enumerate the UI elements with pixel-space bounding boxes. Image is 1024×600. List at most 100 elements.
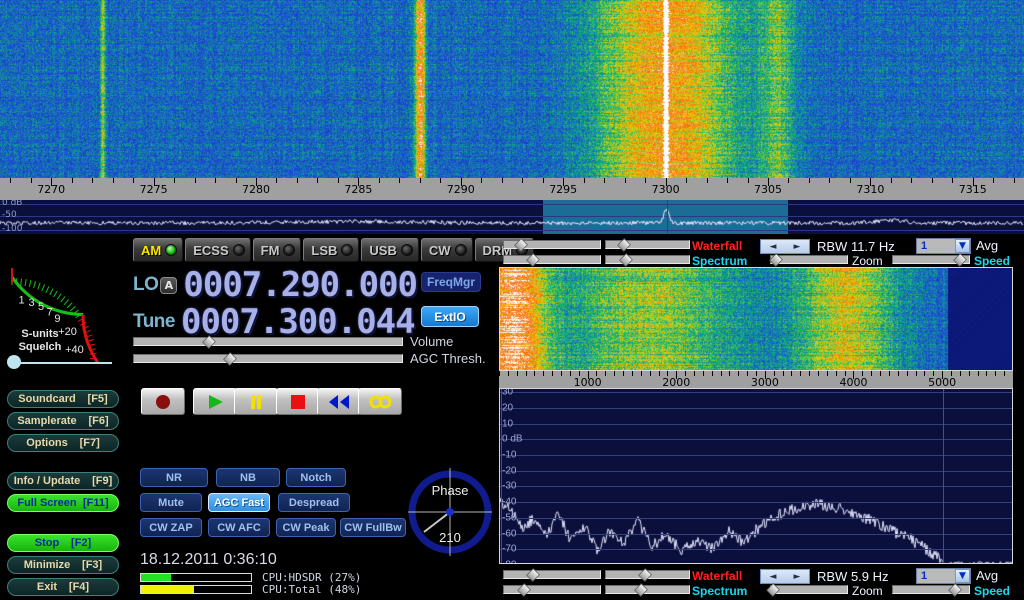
top-zoom-label: Zoom (852, 254, 883, 268)
led-indicator-icon (400, 244, 413, 256)
cutoff-marker (943, 389, 945, 563)
spectrum-ytick-label: -50 (502, 512, 517, 524)
bottom-speed-slider[interactable] (892, 583, 970, 597)
agc-threshold-label: AGC Thresh. (410, 351, 486, 366)
phase-scope: Phase 210 (408, 468, 492, 556)
spectrum-ytick-label: 30 (502, 388, 514, 398)
mode-button-fm[interactable]: FM (252, 238, 302, 262)
top-zoom-slider[interactable] (768, 253, 848, 267)
bottom-waterfall-contrast-slider[interactable] (503, 568, 601, 582)
cpu-hdsdr-label: CPU:HDSDR (27%) (262, 571, 362, 584)
record-button[interactable] (141, 388, 185, 415)
audio-spectrum[interactable]: 30 20 10 0 dB -10 -20 -30 -40 -50 -60 -70 -80 (499, 388, 1013, 564)
button-shortcut: [F5] (87, 393, 108, 405)
freq-manager-button[interactable]: FreqMgr (421, 272, 481, 292)
top-rbw-decrease[interactable]: ◄ (769, 241, 777, 252)
mode-label: FM (260, 242, 280, 258)
button-shortcut: [F6] (88, 415, 109, 427)
mode-button-ecss[interactable]: ECSS (185, 238, 251, 262)
led-indicator-icon (165, 244, 178, 256)
clock-display: 18.12.2011 0:36:10 (140, 551, 277, 568)
button-info-update[interactable]: Info / Update [F9] (7, 472, 119, 490)
top-rbw-stepper[interactable]: ◄ ► (760, 239, 810, 254)
mode-button-usb[interactable]: USB (361, 238, 419, 262)
extio-button[interactable]: ExtIO (421, 306, 479, 327)
rewind-button[interactable] (317, 388, 361, 415)
dsp-button-nr[interactable]: NR (140, 468, 208, 487)
top-avg-dropdown[interactable]: 1 ▼ (916, 238, 971, 254)
dsp-button-notch[interactable]: Notch (286, 468, 346, 487)
loop-button[interactable] (358, 388, 402, 415)
agc-threshold-slider[interactable] (133, 352, 403, 366)
dsp-button-nb[interactable]: NB (216, 468, 280, 487)
dsp-button-cw-peak[interactable]: CW Peak (276, 518, 336, 537)
main-waterfall[interactable] (0, 0, 1024, 178)
ruler-tick-label: 7285 (344, 183, 373, 196)
led-indicator-icon (341, 244, 354, 256)
button-label: Full Screen (17, 497, 77, 509)
chevron-down-icon[interactable]: ▼ (955, 569, 970, 583)
gridline (500, 455, 1012, 456)
button-full-screen[interactable]: Full Screen [F11] (7, 494, 119, 512)
tune-frequency-row[interactable]: Tune 0007.300.044 (133, 302, 416, 342)
mode-button-am[interactable]: AM (133, 238, 184, 262)
triangle-icon (209, 394, 223, 409)
chevron-down-icon[interactable]: ▼ (955, 239, 970, 253)
bottom-spectrum-contrast-slider[interactable] (503, 583, 601, 597)
volume-slider[interactable] (133, 335, 403, 349)
stop-button[interactable] (276, 388, 320, 415)
ruler-tick-label: 3000 (750, 376, 779, 389)
square-icon (291, 394, 305, 409)
squelch-label: Squelch (19, 341, 62, 353)
button-minimize[interactable]: Minimize [F3] (7, 556, 119, 574)
main-frequency-ruler[interactable]: 7270 7275 7280 7285 7290 7295 7300 7305 7310 7315 (0, 178, 1024, 200)
top-waterfall-contrast-slider[interactable] (503, 238, 601, 252)
dsp-button-cw-zap[interactable]: CW ZAP (140, 518, 202, 537)
button-shortcut: [F3] (82, 559, 103, 571)
dsp-button-cw-afc[interactable]: CW AFC (208, 518, 270, 537)
button-exit[interactable]: Exit [F4] (7, 578, 119, 596)
lo-frequency-value[interactable]: 0007.290.000 (183, 265, 418, 305)
dsp-button-cw-fullbw[interactable]: CW FullBw (340, 518, 406, 537)
mini-spectrum[interactable]: 0 dB -50 -100 (0, 200, 1024, 234)
button-options[interactable]: Options [F7] (7, 434, 119, 452)
dsp-button-panel[interactable]: NR NB Notch Mute AGC Fast Despread CW ZAP CW AF… (140, 468, 406, 537)
button-label: Stop (34, 537, 60, 549)
top-speed-slider[interactable] (892, 253, 970, 267)
mini-spectrum-ylabel-1: -50 (2, 210, 17, 220)
bottom-rbw-stepper[interactable]: ◄ ► (760, 569, 810, 584)
bottom-rbw-increase[interactable]: ► (793, 571, 801, 582)
button-shortcut: [F9] (92, 475, 113, 487)
dsp-button-mute[interactable]: Mute (140, 493, 202, 512)
lo-frequency-row[interactable]: LO A 0007.290.000 (133, 265, 418, 305)
dsp-button-agc-fast[interactable]: AGC Fast (208, 493, 270, 512)
tune-frequency-value[interactable]: 0007.300.044 (180, 302, 416, 342)
dsp-button-despread[interactable]: Despread (278, 493, 350, 512)
bottom-zoom-slider[interactable] (766, 583, 848, 597)
top-waterfall-brightness-slider[interactable] (605, 238, 690, 252)
gridline (500, 392, 1012, 394)
mode-button-cw[interactable]: CW (420, 238, 473, 262)
inset-waterfall[interactable] (499, 267, 1013, 371)
top-spectrum-brightness-slider[interactable] (605, 253, 690, 267)
top-spectrum-contrast-slider[interactable] (503, 253, 601, 267)
bottom-spectrum-brightness-slider[interactable] (605, 583, 690, 597)
led-indicator-icon (232, 244, 245, 256)
band-a-button[interactable]: A (160, 276, 178, 294)
top-avg-label: Avg (976, 238, 999, 253)
top-rbw-increase[interactable]: ► (793, 241, 801, 252)
bottom-waterfall-brightness-slider[interactable] (605, 568, 690, 582)
button-soundcard[interactable]: Soundcard [F5] (7, 390, 119, 408)
play-button[interactable] (193, 388, 237, 415)
button-samplerate[interactable]: Samplerate [F6] (7, 412, 119, 430)
audio-frequency-ruler[interactable]: 1000 2000 3000 4000 5000 (499, 371, 1014, 389)
mode-button-lsb[interactable]: LSB (303, 238, 360, 262)
bottom-avg-dropdown[interactable]: 1 ▼ (916, 568, 971, 584)
mode-label: ECSS (193, 242, 229, 258)
pause-button[interactable] (234, 388, 278, 415)
button-stop[interactable]: Stop [F2] (7, 534, 119, 552)
ruler-tick-label: 7305 (754, 183, 782, 196)
mode-selector[interactable]: AM ECSS FM LSB USB CW DRM (133, 238, 535, 262)
s-meter-tick-label: 9 (54, 313, 60, 325)
bottom-rbw-decrease[interactable]: ◄ (769, 571, 777, 582)
